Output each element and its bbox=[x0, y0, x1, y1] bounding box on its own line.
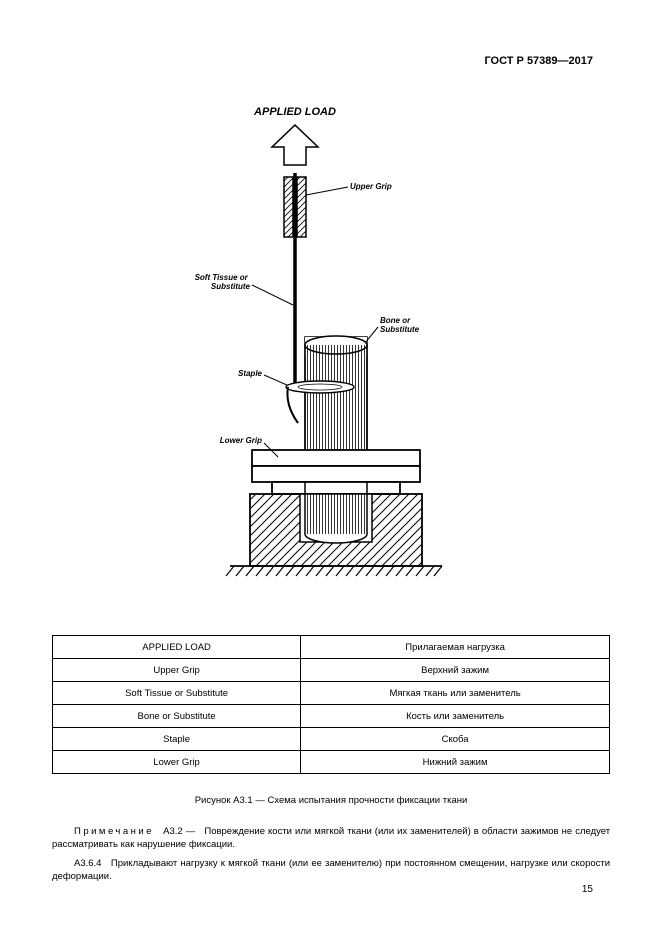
page: ГОСТ Р 57389—2017 APPLIED LOAD bbox=[0, 0, 661, 935]
table-cell: Мягкая ткань или заменитель bbox=[301, 682, 610, 705]
translation-table: APPLIED LOADПрилагаемая нагрузкаUpper Gr… bbox=[52, 635, 610, 774]
bone-leader bbox=[365, 327, 378, 343]
table-cell: Верхний зажим bbox=[301, 659, 610, 682]
soft-tissue-label: Soft Tissue or Substitute bbox=[195, 273, 251, 291]
upper-grip bbox=[284, 173, 306, 385]
bone-label: Bone or Substitute bbox=[380, 316, 420, 334]
table-row: StapleСкоба bbox=[53, 728, 610, 751]
table-row: Soft Tissue or SubstituteМягкая ткань ил… bbox=[53, 682, 610, 705]
table-cell: Staple bbox=[53, 728, 301, 751]
document-header: ГОСТ Р 57389—2017 bbox=[484, 55, 593, 67]
load-arrow bbox=[272, 125, 318, 165]
table-row: Upper GripВерхний зажим bbox=[53, 659, 610, 682]
table-cell: Прилагаемая нагрузка bbox=[301, 636, 610, 659]
table-cell: Bone or Substitute bbox=[53, 705, 301, 728]
table-cell: Soft Tissue or Substitute bbox=[53, 682, 301, 705]
staple-label: Staple bbox=[238, 369, 263, 378]
ground-line bbox=[226, 566, 442, 576]
lower-grip-label: Lower Grip bbox=[220, 436, 262, 445]
para-text: Прикладывают нагрузку к мягкой ткани (ил… bbox=[52, 858, 610, 882]
applied-load-title: APPLIED LOAD bbox=[253, 106, 336, 118]
para-number: А3.6.4 bbox=[74, 858, 101, 869]
note-label: Примечание bbox=[74, 826, 154, 837]
table-cell: Нижний зажим bbox=[301, 751, 610, 774]
soft-tissue-leader bbox=[252, 285, 293, 305]
table-cell: Кость или заменитель bbox=[301, 705, 610, 728]
base-block bbox=[250, 481, 422, 566]
table-row: Lower GripНижний зажим bbox=[53, 751, 610, 774]
table-cell: Upper Grip bbox=[53, 659, 301, 682]
staple-leader bbox=[264, 375, 287, 385]
table-row: Bone or SubstituteКость или заменитель bbox=[53, 705, 610, 728]
table-cell: Lower Grip bbox=[53, 751, 301, 774]
page-number: 15 bbox=[582, 884, 593, 895]
figure-caption: Рисунок А3.1 — Схема испытания прочности… bbox=[52, 795, 610, 806]
upper-grip-leader bbox=[306, 187, 348, 195]
table-cell: Скоба bbox=[301, 728, 610, 751]
note-a32: Примечание А3.2 — Повреждение кости или … bbox=[52, 826, 610, 852]
table-row: APPLIED LOADПрилагаемая нагрузка bbox=[53, 636, 610, 659]
paragraph-a364: А3.6.4 Прикладывают нагрузку к мягкой тк… bbox=[52, 858, 610, 884]
fixation-test-diagram: APPLIED LOAD Upper Grip Soft Tissue or S… bbox=[150, 105, 510, 595]
table-cell: APPLIED LOAD bbox=[53, 636, 301, 659]
note-number: А3.2 — bbox=[163, 826, 195, 837]
upper-grip-label: Upper Grip bbox=[350, 182, 392, 191]
